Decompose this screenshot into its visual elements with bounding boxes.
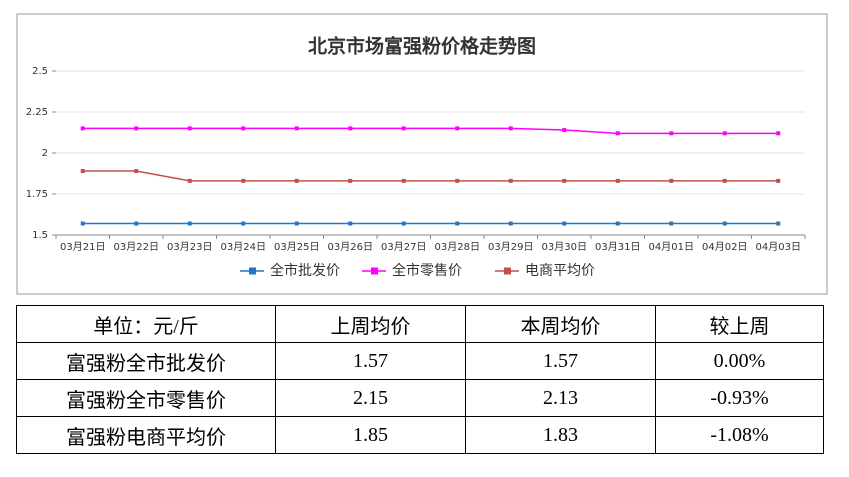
cell: -0.93% [655, 379, 824, 417]
data-point [348, 178, 353, 183]
data-point [562, 128, 567, 133]
legend-marker [504, 267, 511, 275]
data-point [615, 221, 620, 226]
y-tick-label: 2.25 [26, 107, 48, 118]
y-tick-label: 2 [42, 148, 48, 159]
data-point [776, 131, 781, 136]
cell: 富强粉全市零售价 [16, 379, 276, 417]
y-tick-label: 2.5 [32, 66, 48, 77]
x-tick-label: 03月28日 [435, 241, 480, 253]
cell: 0.00% [655, 342, 824, 380]
data-point [348, 221, 353, 226]
x-tick-label: 03月27日 [381, 241, 426, 253]
x-tick-label: 03月26日 [328, 241, 373, 253]
cell: 2.13 [465, 379, 656, 417]
table-row: 富强粉全市零售价 2.15 2.13 -0.93% [16, 379, 824, 417]
data-point [562, 221, 567, 226]
data-point [508, 126, 513, 131]
cell: -1.08% [655, 416, 824, 454]
y-tick-label: 1.5 [32, 230, 48, 241]
data-point [455, 126, 460, 131]
data-point [187, 126, 192, 131]
data-point [134, 169, 139, 174]
series-line [82, 127, 779, 135]
data-point [455, 221, 460, 226]
x-tick-label: 03月23日 [167, 241, 212, 253]
data-point [80, 221, 85, 226]
cell: 1.83 [465, 416, 656, 454]
data-point [669, 221, 674, 226]
x-tick-label: 03月21日 [60, 241, 105, 253]
cell: 1.57 [465, 342, 656, 380]
x-tick-label: 04月03日 [756, 241, 801, 253]
data-point [348, 126, 353, 131]
legend-label: 全市批发价 [270, 262, 340, 279]
data-point [241, 221, 246, 226]
data-point [294, 178, 299, 183]
data-point [455, 178, 460, 183]
data-point [508, 178, 513, 183]
data-point [241, 178, 246, 183]
header-cell: 较上周 [655, 305, 824, 343]
x-tick-label: 03月29日 [488, 241, 533, 253]
data-point [722, 221, 727, 226]
data-point [80, 169, 85, 174]
legend-label: 全市零售价 [392, 262, 462, 279]
data-point [401, 126, 406, 131]
x-tick-label: 03月24日 [221, 241, 266, 253]
data-point [294, 126, 299, 131]
x-tick-label: 03月31日 [595, 241, 640, 253]
header-cell: 单位：元/斤 [16, 305, 276, 343]
table-row: 富强粉全市批发价 1.57 1.57 0.00% [16, 342, 824, 380]
data-point [401, 221, 406, 226]
data-point [722, 178, 727, 183]
legend-label: 电商平均价 [525, 263, 595, 279]
data-point [80, 126, 85, 131]
cell: 2.15 [275, 379, 466, 417]
chart-title: 北京市场富强粉价格走势图 [308, 35, 536, 58]
cell: 1.85 [275, 416, 466, 454]
data-point [401, 178, 406, 183]
data-point [241, 126, 246, 131]
data-point [669, 131, 674, 136]
cell: 富强粉电商平均价 [16, 416, 276, 454]
legend-marker [371, 267, 378, 275]
legend-marker [249, 267, 256, 275]
data-point [294, 221, 299, 226]
data-point [134, 126, 139, 131]
data-point [669, 178, 674, 183]
data-point [187, 221, 192, 226]
data-point [615, 178, 620, 183]
data-point [562, 178, 567, 183]
x-tick-label: 03月25日 [274, 241, 319, 253]
data-point [615, 131, 620, 136]
data-point [776, 221, 781, 226]
y-tick-label: 1.75 [26, 189, 48, 200]
x-tick-label: 03月22日 [114, 241, 159, 253]
x-tick-label: 03月30日 [542, 241, 587, 253]
table-header: 单位：元/斤 上周均价 本周均价 较上周 [16, 305, 824, 343]
cell: 1.57 [275, 342, 466, 380]
header-cell: 本周均价 [465, 305, 656, 343]
x-tick-label: 04月01日 [649, 241, 694, 253]
cell: 富强粉全市批发价 [16, 342, 276, 380]
header-cell: 上周均价 [275, 305, 466, 343]
data-point [187, 178, 192, 183]
x-tick-label: 04月02日 [702, 241, 747, 253]
chart-frame [16, 13, 828, 295]
table-row: 富强粉电商平均价 1.85 1.83 -1.08% [16, 416, 824, 454]
data-point [722, 131, 727, 136]
price-table: 单位：元/斤 上周均价 本周均价 较上周 富强粉全市批发价 1.57 1.57 0.0… [16, 305, 824, 454]
data-point [776, 178, 781, 183]
data-point [134, 221, 139, 226]
data-point [508, 221, 513, 226]
chart: 北京市场富强粉价格走势图 1.5 1.75 2 2.25 2.5 03月21日 03月22日… [16, 13, 828, 295]
series-line [82, 170, 779, 182]
